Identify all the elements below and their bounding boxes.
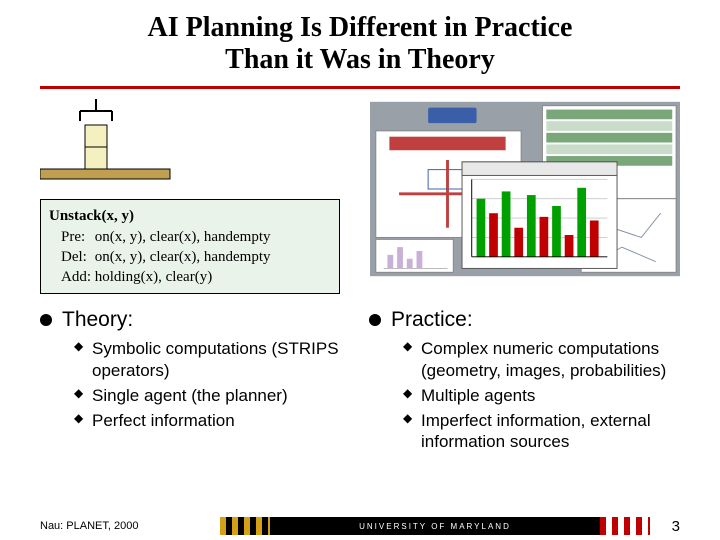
theory-column: Theory: Symbolic computations (STRIPS op…: [40, 308, 351, 456]
theory-visual: Unstack(x, y) Pre: on(x, y), clear(x), h…: [40, 99, 340, 294]
strips-pre: Pre: on(x, y), clear(x), handempty: [49, 227, 331, 247]
bullet-columns: Theory: Symbolic computations (STRIPS op…: [0, 294, 720, 456]
list-item: Complex numeric computations (geometry, …: [403, 338, 680, 381]
practice-list: Complex numeric computations (geometry, …: [369, 338, 680, 452]
slide-title: AI Planning Is Different in Practice Tha…: [0, 0, 720, 82]
slide-footer: Nau: PLANET, 2000 UNIVERSITY OF MARYLAND…: [0, 512, 720, 540]
strips-del: Del: on(x, y), clear(x), handempty: [49, 247, 331, 267]
theory-list: Symbolic computations (STRIPS operators)…: [40, 338, 351, 431]
title-line-2: Than it Was in Theory: [40, 44, 680, 76]
banner-text: UNIVERSITY OF MARYLAND: [220, 522, 650, 531]
strips-operator-box: Unstack(x, y) Pre: on(x, y), clear(x), h…: [40, 199, 340, 294]
practice-visual: [370, 99, 680, 279]
strips-op-name: Unstack(x, y): [49, 206, 331, 226]
title-line-1: AI Planning Is Different in Practice: [40, 12, 680, 44]
practice-column: Practice: Complex numeric computations (…: [369, 308, 680, 456]
footer-banner: UNIVERSITY OF MARYLAND: [220, 517, 650, 535]
page-number: 3: [650, 518, 680, 535]
list-item: Multiple agents: [403, 385, 680, 406]
top-visual-row: Unstack(x, y) Pre: on(x, y), clear(x), h…: [0, 99, 720, 294]
bullet-icon: [40, 314, 52, 326]
list-item: Imperfect information, external informat…: [403, 410, 680, 453]
list-item: Symbolic computations (STRIPS operators): [74, 338, 351, 381]
list-item: Perfect information: [74, 410, 351, 431]
practice-heading: Practice:: [369, 308, 680, 332]
footer-credit: Nau: PLANET, 2000: [40, 520, 220, 532]
strips-add: Add: holding(x), clear(y): [49, 267, 331, 287]
title-underline: [40, 86, 680, 89]
theory-heading: Theory:: [40, 308, 351, 332]
bullet-icon: [369, 314, 381, 326]
blocks-world-diagram: [40, 99, 340, 189]
list-item: Single agent (the planner): [74, 385, 351, 406]
